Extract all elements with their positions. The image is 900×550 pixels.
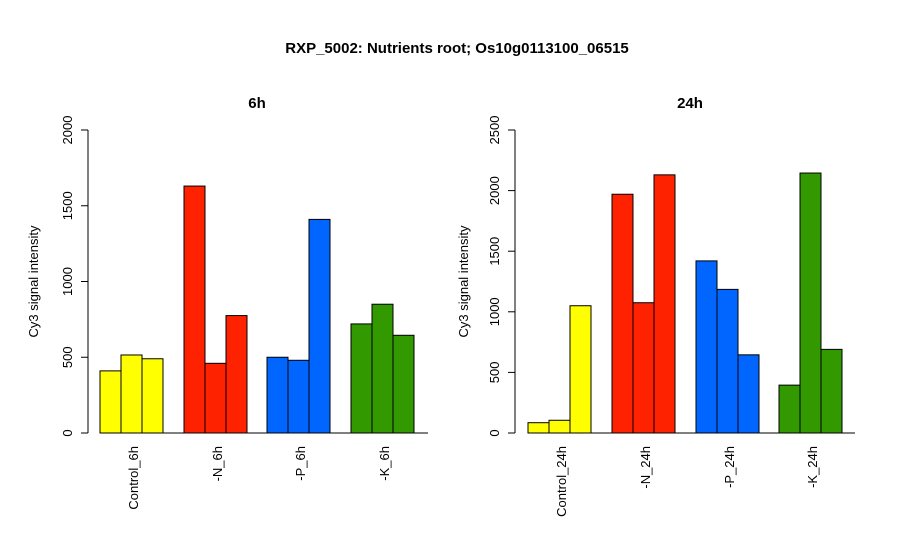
x-category-label: -K_6h bbox=[377, 446, 392, 481]
bar bbox=[308, 218, 331, 434]
bar bbox=[611, 193, 634, 434]
y-tick-label: 1500 bbox=[487, 237, 502, 266]
bar bbox=[99, 370, 122, 434]
y-tick-label: 1500 bbox=[60, 191, 75, 220]
panel-title: 24h bbox=[677, 95, 703, 112]
bar bbox=[820, 348, 843, 434]
y-axis-label: Cy3 signal intensity bbox=[26, 225, 41, 337]
y-tick-label: 2500 bbox=[487, 116, 502, 145]
bar bbox=[799, 172, 822, 434]
bar bbox=[350, 323, 373, 434]
bar bbox=[548, 419, 571, 434]
panel-24h: 24h Cy3 signal intensity 0 500 1000 1500 2000 2… bbox=[456, 95, 855, 517]
bar bbox=[392, 334, 415, 434]
y-tick-label: 2000 bbox=[60, 116, 75, 145]
bar bbox=[653, 174, 676, 434]
bar bbox=[120, 354, 143, 434]
bar bbox=[204, 362, 227, 434]
x-category-label: Control_6h bbox=[126, 446, 141, 510]
y-tick-label: 1000 bbox=[487, 297, 502, 326]
panel-title: 6h bbox=[248, 95, 266, 112]
bar bbox=[287, 359, 310, 434]
y-tick-label: 1000 bbox=[60, 267, 75, 296]
x-category-label: -P_24h bbox=[722, 446, 737, 488]
bar bbox=[183, 185, 206, 434]
bar bbox=[778, 384, 801, 434]
bar bbox=[737, 354, 760, 434]
bar bbox=[695, 260, 718, 434]
x-category-label: -N_6h bbox=[210, 446, 225, 481]
x-category-label: -K_24h bbox=[805, 446, 820, 488]
bar bbox=[632, 302, 655, 434]
x-category-label: -N_24h bbox=[638, 446, 653, 489]
y-tick-label: 2000 bbox=[487, 176, 502, 205]
bar bbox=[371, 303, 394, 434]
chart-main-title: RXP_5002: Nutrients root; Os10g0113100_0… bbox=[285, 40, 629, 57]
y-tick-label: 500 bbox=[60, 346, 75, 368]
bar bbox=[527, 422, 550, 434]
y-tick-label: 0 bbox=[60, 429, 75, 436]
bar bbox=[266, 356, 289, 434]
bar bbox=[225, 315, 248, 434]
bar bbox=[141, 358, 164, 434]
y-axis-label: Cy3 signal intensity bbox=[456, 225, 471, 337]
y-tick-label: 0 bbox=[487, 429, 502, 436]
bar bbox=[716, 288, 739, 434]
x-category-label: -P_6h bbox=[293, 446, 308, 481]
bar bbox=[569, 305, 592, 434]
panel-6h: 6h Cy3 signal intensity 0 500 1000 1500 2000 Co… bbox=[26, 95, 428, 510]
y-tick-label: 500 bbox=[487, 362, 502, 384]
x-category-label: Control_24h bbox=[554, 446, 569, 517]
